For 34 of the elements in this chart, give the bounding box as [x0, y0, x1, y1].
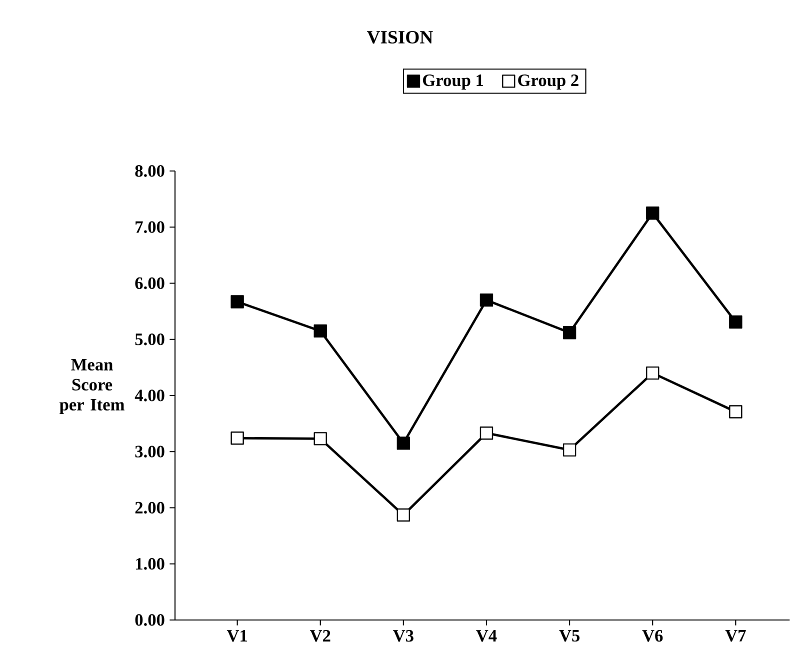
y-axis-title: Mean Score per Item: [60, 358, 124, 414]
y-tick-label: 2.00: [135, 502, 164, 514]
legend-label: Group 1: [422, 74, 484, 90]
point: [314, 324, 327, 338]
x-tick-label: V7: [725, 630, 746, 642]
x-tick-label: V5: [559, 630, 580, 642]
point: [480, 426, 494, 440]
point: [230, 432, 244, 445]
x-tick-label: V4: [476, 630, 497, 642]
x-tick-label: V3: [393, 630, 414, 642]
x-tick-label: V1: [226, 630, 248, 642]
y-tick-label: 3.00: [135, 446, 164, 458]
y-tick-label: 0.00: [135, 614, 164, 626]
point: [729, 405, 742, 418]
point: [396, 436, 410, 450]
y-tick-label: 8.00: [135, 165, 164, 177]
y-tick-label: 6.00: [135, 277, 164, 290]
point: [230, 295, 244, 308]
y-tick-label: 1.00: [136, 558, 164, 570]
x-tick-label: V6: [642, 630, 663, 642]
chart-title: VISION: [366, 30, 433, 44]
point: [646, 206, 660, 220]
point: [729, 315, 742, 329]
y-tick-label: 5.00: [135, 333, 164, 346]
y-tick-label: 4.00: [134, 390, 164, 402]
point: [396, 508, 410, 522]
point: [646, 366, 660, 380]
point: [480, 293, 494, 307]
y-tick-label: 7.00: [136, 221, 164, 234]
point: [562, 443, 576, 457]
point: [562, 326, 576, 340]
x-tick-label: V2: [310, 630, 330, 642]
legend-label: Group 2: [518, 74, 578, 90]
point: [314, 432, 327, 446]
